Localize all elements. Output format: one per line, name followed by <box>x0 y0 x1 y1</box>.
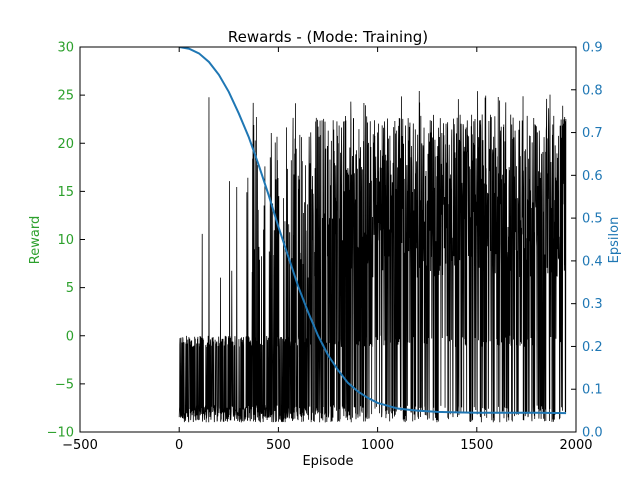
left-y-tick-label: 30 <box>57 41 74 56</box>
x-tick-label: 2000 <box>559 438 592 453</box>
chart-title: Rewards - (Mode: Training) <box>228 28 428 46</box>
left-y-tick-label: −10 <box>47 426 74 441</box>
reward-line <box>178 91 567 423</box>
right-y-tick-label: 0.6 <box>582 169 603 184</box>
x-tick-label: −500 <box>62 438 98 453</box>
right-y-tick-label: 0.8 <box>582 83 603 98</box>
right-y-axis: 0.0 0.1 0.2 0.3 0.4 0.5 0.6 0.7 0.8 0.9 <box>571 41 603 441</box>
x-axis: −500 0 500 1000 1500 2000 <box>62 47 593 453</box>
right-y-tick-label: 0.1 <box>582 383 603 398</box>
right-y-axis-label: Epsilon <box>607 217 622 264</box>
right-y-tick-label: 0.4 <box>582 254 603 269</box>
left-y-axis-label: Reward <box>28 216 43 264</box>
left-y-axis: −10 −5 0 5 10 15 20 25 30 <box>47 41 85 441</box>
right-y-tick-label: 0.2 <box>582 340 603 355</box>
x-tick-label: 1000 <box>361 438 394 453</box>
left-y-tick-label: 20 <box>57 137 74 152</box>
left-y-tick-label: 15 <box>57 185 74 200</box>
x-tick-label: 1500 <box>460 438 493 453</box>
left-y-tick-label: 25 <box>57 89 74 104</box>
right-y-tick-label: 0.9 <box>582 41 603 56</box>
left-y-tick-label: 0 <box>66 329 74 344</box>
left-y-tick-label: 10 <box>57 233 74 248</box>
left-y-tick-label: 5 <box>66 281 74 296</box>
right-y-tick-label: 0.3 <box>582 297 603 312</box>
right-y-tick-label: 0.7 <box>582 126 603 141</box>
epsilon-series-line <box>179 47 567 415</box>
x-tick-label: 500 <box>266 438 291 453</box>
x-axis-label: Episode <box>302 454 353 469</box>
left-y-tick-label: −5 <box>55 377 74 392</box>
right-y-tick-label: 0.5 <box>582 212 603 227</box>
right-y-tick-label: 0.0 <box>582 426 603 441</box>
x-tick-label: 0 <box>175 438 183 453</box>
reward-series <box>178 91 567 423</box>
